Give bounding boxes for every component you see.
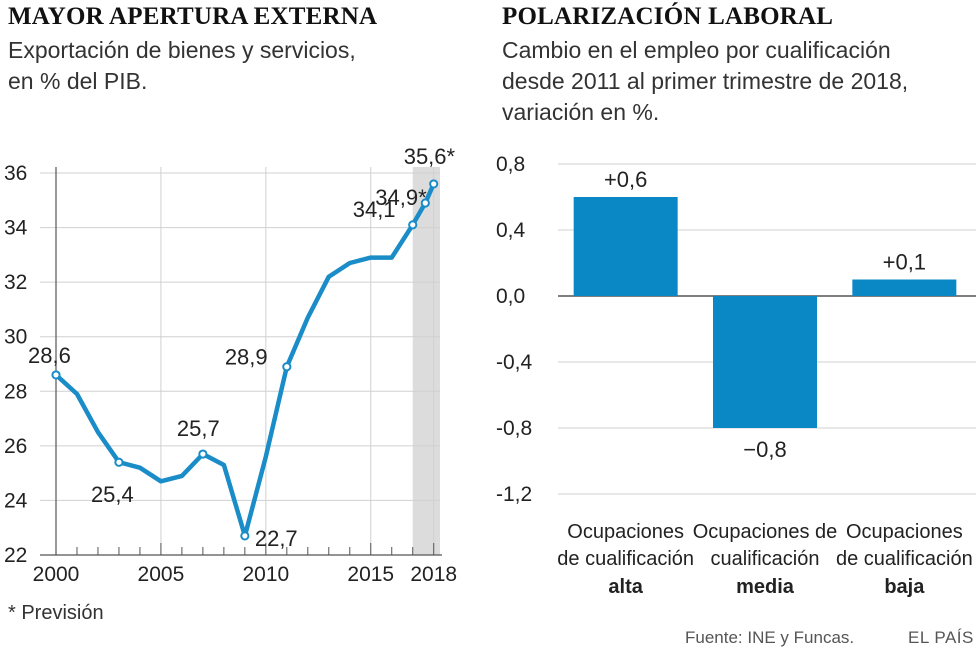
category-label-line-2: de cualificación: [557, 548, 694, 570]
data-point-marker: [408, 220, 418, 230]
bar-alta: [573, 197, 678, 296]
bar-value-label: +0,1: [883, 250, 926, 275]
forecast-band: [412, 167, 440, 555]
right-subtitle-line-3: variación en %.: [502, 99, 660, 125]
data-label: 22,7: [255, 526, 298, 551]
category-label-line-1: Ocupaciones de: [693, 521, 838, 543]
bar-value-label: +0,6: [604, 167, 647, 192]
employment-bar-chart: 0,8 0,4 0,0 -0,4 -0,8 -1,2 +0,6 Ocupaciones de c…: [496, 153, 976, 598]
source-note: Fuente: INE y Funcas.: [685, 628, 855, 647]
category-label-line-2: cualificación: [711, 548, 820, 570]
bar-value-label: −0,8: [743, 437, 786, 462]
data-label: 34,1: [353, 197, 396, 222]
y-tick-label: 22: [4, 544, 27, 567]
data-label: 28,6: [28, 343, 71, 368]
y-tick-label: 34: [4, 217, 28, 240]
right-chart-title: POLARIZACIÓN LABORAL: [502, 3, 834, 30]
y-tick-label: 30: [4, 326, 27, 349]
x-tick-label: 2000: [33, 563, 80, 586]
right-subtitle-line-2: desde 2011 al primer trimestre de 2018,: [502, 68, 909, 94]
x-tick-label: 2018: [410, 563, 457, 586]
data-point-marker: [198, 449, 208, 459]
category-label-line-1: Ocupaciones: [846, 521, 963, 543]
data-point-marker: [51, 370, 61, 380]
exports-line-chart: 22 24 26 28 30 32 34 36 2000 2005 2010 2015 2018 28,6…: [4, 144, 457, 586]
y-tick-label: 0,0: [496, 285, 525, 308]
category-label-bold: media: [736, 576, 795, 598]
left-chart-subtitle: Exportación de bienes y servicios, en % …: [8, 35, 468, 97]
brand-logo-text: EL PAÍS: [908, 628, 974, 647]
y-tick-label: -0,4: [496, 351, 533, 374]
y-tick-label: 28: [4, 380, 27, 403]
y-tick-label: 36: [4, 162, 27, 185]
category-label-line-2: de cualificación: [836, 548, 973, 570]
y-tick-label: -0,8: [496, 417, 532, 440]
data-point-marker: [114, 457, 124, 467]
data-label: 35,6*: [404, 144, 456, 169]
data-label: 34,9*: [375, 185, 427, 210]
x-tick-label: 2015: [347, 563, 394, 586]
y-tick-label: 24: [4, 489, 28, 512]
forecast-footnote: * Previsión: [8, 602, 104, 624]
data-label: 28,9: [225, 345, 268, 370]
category-label-bold: baja: [884, 576, 925, 598]
x-tick-label: 2010: [242, 563, 289, 586]
category-label-bold: alta: [608, 576, 643, 598]
y-tick-label: 32: [4, 271, 27, 294]
x-tick-label: 2005: [138, 563, 185, 586]
left-subtitle-line-2: en % del PIB.: [8, 68, 148, 94]
right-subtitle-line-1: Cambio en el empleo por cualificación: [502, 37, 891, 63]
bar-baja: [852, 279, 957, 296]
y-tick-label: 0,4: [496, 219, 526, 242]
data-point-marker: [429, 179, 439, 189]
data-point-marker: [282, 362, 292, 372]
y-tick-label: 0,8: [496, 153, 525, 176]
data-label: 25,4: [91, 482, 134, 507]
data-label: 25,7: [177, 416, 220, 441]
bar-media: [713, 296, 817, 428]
left-chart-title: MAYOR APERTURA EXTERNA: [8, 3, 378, 30]
category-label-line-1: Ocupaciones: [567, 521, 684, 543]
y-tick-label: 26: [4, 435, 27, 458]
data-point-marker: [420, 198, 430, 208]
right-chart-subtitle: Cambio en el empleo por cualificación de…: [502, 35, 977, 128]
left-subtitle-line-1: Exportación de bienes y servicios,: [8, 37, 356, 63]
data-point-marker: [240, 531, 250, 541]
y-tick-label: -1,2: [496, 483, 532, 506]
